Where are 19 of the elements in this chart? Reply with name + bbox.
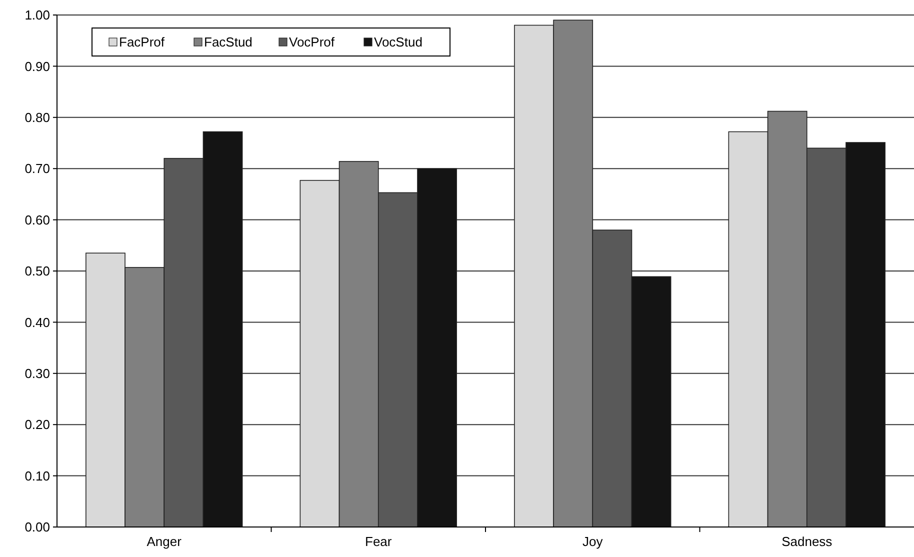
- y-tick-label: 0.60: [24, 212, 50, 228]
- y-tick-label: 0.40: [24, 314, 50, 330]
- y-tick-label: 0.00: [24, 520, 50, 535]
- y-tick-label: 0.30: [24, 366, 50, 381]
- y-tick-label: 1.00: [24, 8, 50, 23]
- y-tick-label: 0.70: [24, 161, 50, 176]
- y-tick-label: 0.80: [24, 110, 50, 125]
- x-tick-label: Sadness: [782, 534, 833, 549]
- y-tick-label: 0.90: [24, 58, 50, 74]
- legend-label: VocProf: [289, 34, 335, 50]
- legend-label: FacProf: [119, 34, 165, 50]
- legend-label: FacStud: [204, 34, 252, 50]
- x-tick-label: Fear: [365, 534, 392, 549]
- legend-label: VocStud: [374, 34, 422, 50]
- y-tick-label: 0.20: [24, 417, 50, 432]
- y-tick-label: 0.50: [24, 264, 50, 279]
- x-tick-label: Joy: [582, 534, 604, 549]
- x-tick-label: Anger: [146, 534, 182, 549]
- y-tick-label: 0.10: [24, 468, 50, 484]
